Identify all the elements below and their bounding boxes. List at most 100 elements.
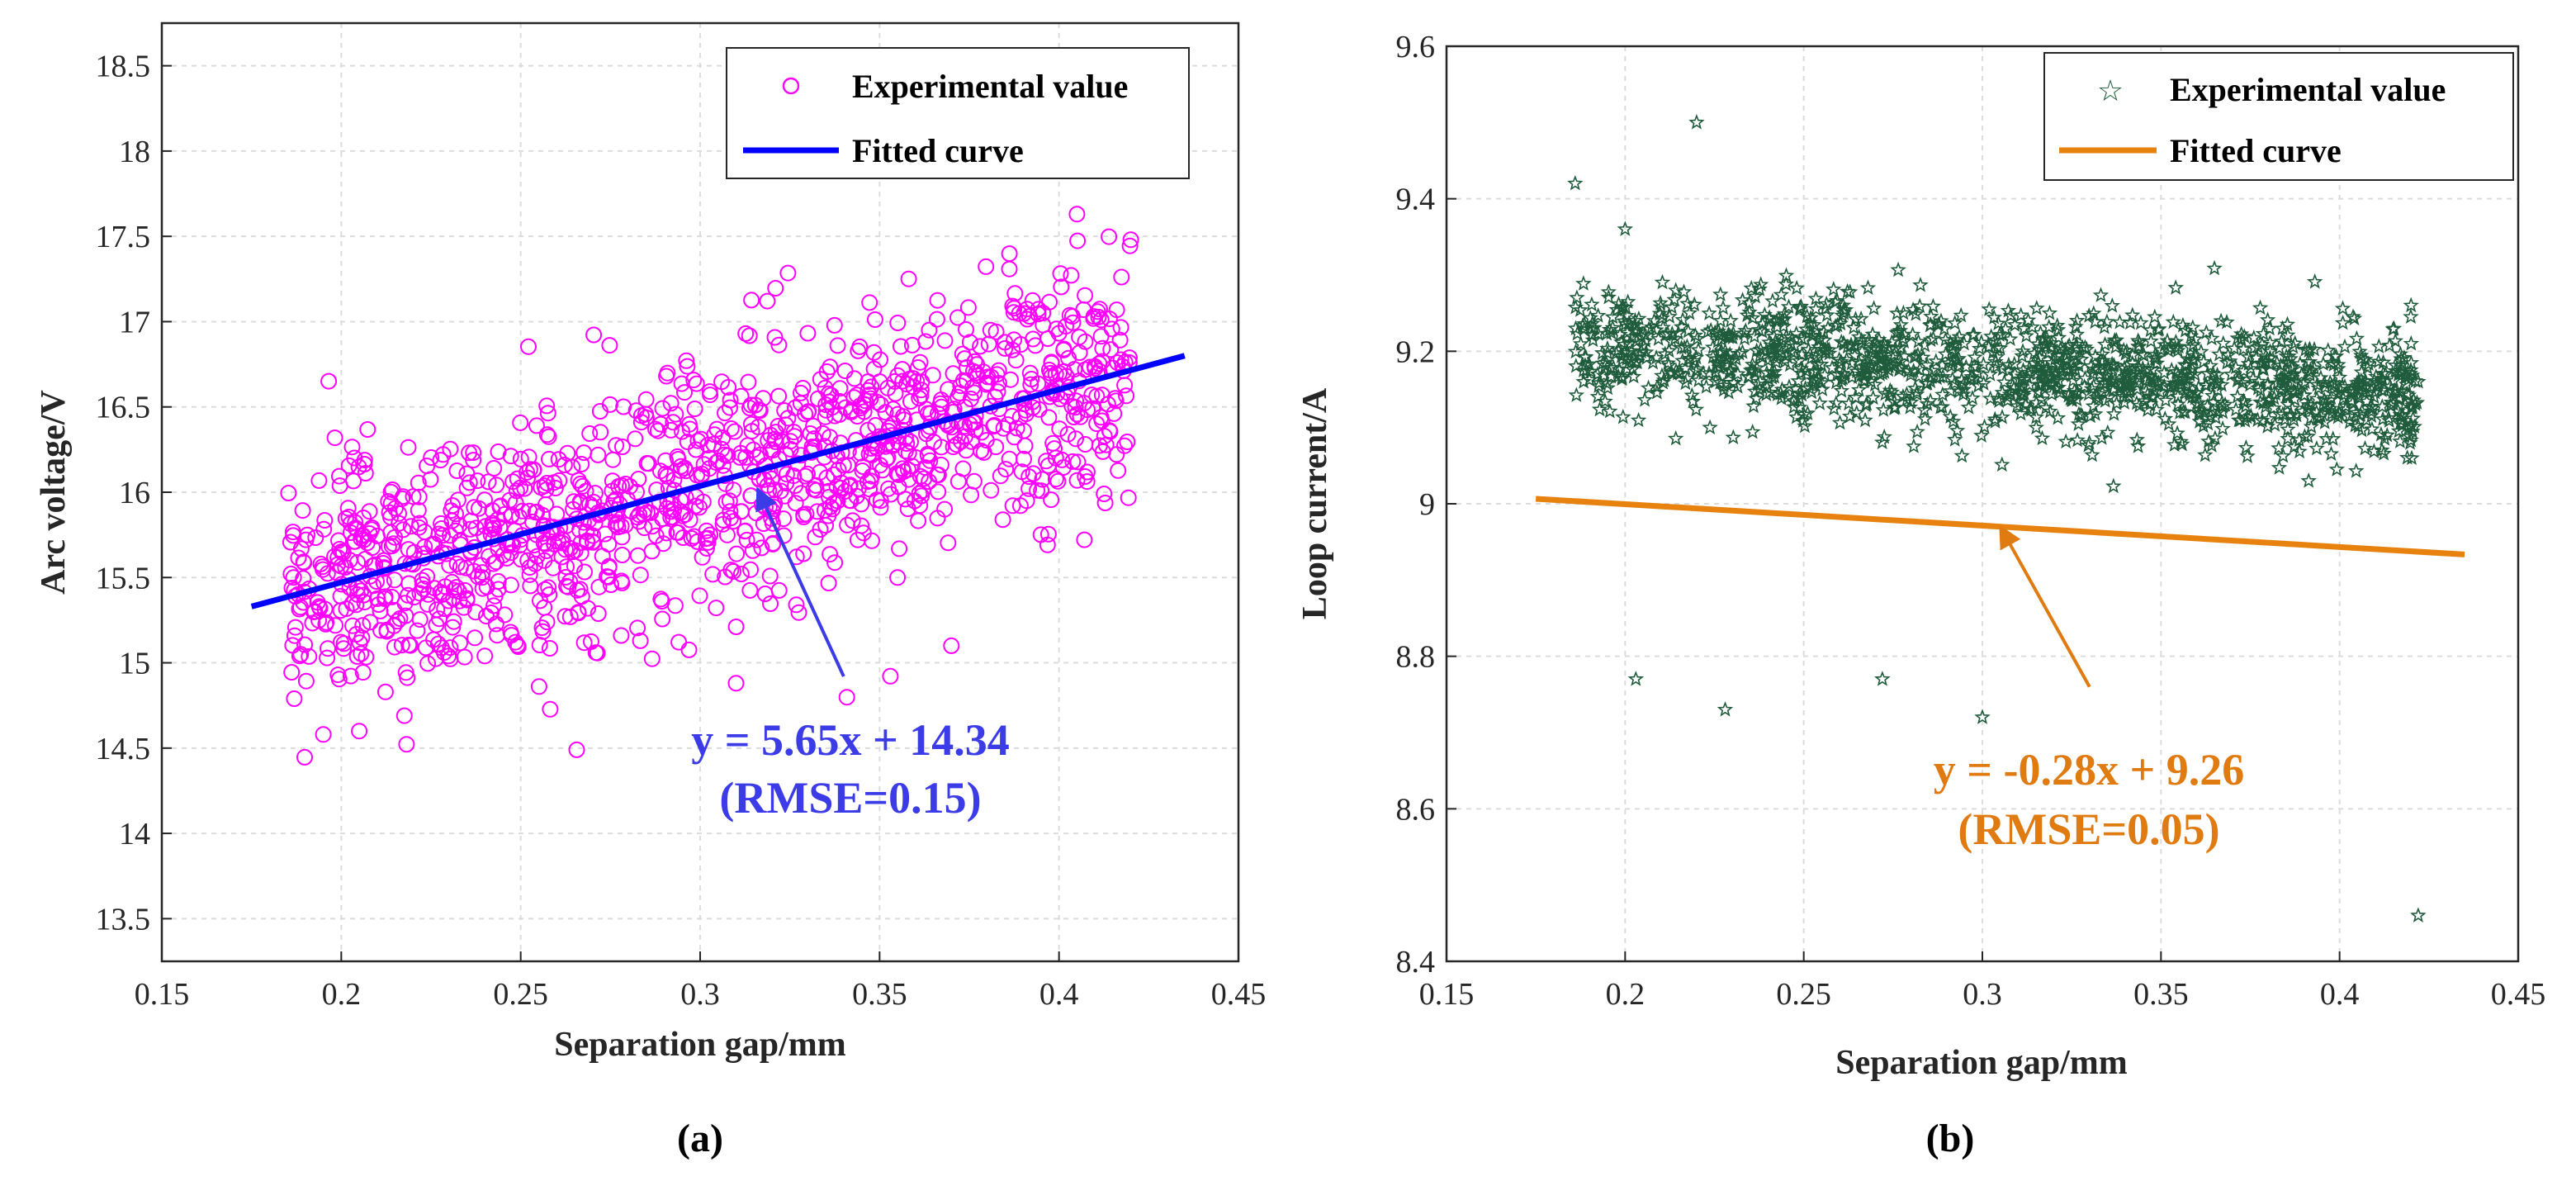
data-point <box>670 451 687 467</box>
data-point <box>1736 330 1753 346</box>
data-point <box>807 529 824 546</box>
data-point <box>299 526 316 543</box>
data-point <box>559 444 576 462</box>
data-point <box>1950 382 1968 399</box>
data-point <box>694 493 712 510</box>
data-point <box>561 539 579 557</box>
data-point <box>2107 339 2124 354</box>
data-point <box>1572 335 1589 351</box>
data-point <box>411 585 429 602</box>
data-point <box>2148 349 2166 366</box>
data-point <box>1575 275 1592 291</box>
data-point <box>285 569 302 586</box>
data-point <box>805 430 822 448</box>
data-point <box>375 574 392 591</box>
data-point <box>1875 401 1892 417</box>
data-point <box>983 481 1000 499</box>
data-point <box>1065 409 1082 425</box>
data-point <box>658 524 675 542</box>
data-point <box>575 634 593 652</box>
data-point <box>1811 339 1827 354</box>
data-point <box>884 401 902 418</box>
data-point <box>280 485 297 501</box>
data-point <box>1006 331 1023 349</box>
data-point <box>2043 386 2060 401</box>
data-point <box>897 491 914 508</box>
data-point <box>1780 298 1797 314</box>
data-point <box>550 451 567 468</box>
data-point <box>1020 480 1038 497</box>
data-point <box>930 483 947 500</box>
data-point <box>2168 363 2185 379</box>
legend-entry-experimental: Experimental value <box>852 68 1128 105</box>
data-point <box>965 472 983 490</box>
data-point <box>1586 319 1603 335</box>
data-point <box>2403 308 2419 325</box>
data-point <box>600 536 618 553</box>
data-point <box>1934 398 1951 414</box>
data-point <box>689 467 706 484</box>
data-point <box>315 726 332 743</box>
data-point <box>2151 320 2167 336</box>
data-point <box>317 615 334 633</box>
data-point <box>651 462 669 480</box>
data-point <box>1617 221 1633 236</box>
data-point <box>1068 206 1086 223</box>
data-point <box>1051 420 1068 438</box>
data-point <box>604 472 621 490</box>
data-point <box>1886 346 1903 362</box>
data-point <box>741 581 759 599</box>
data-point <box>391 610 409 627</box>
data-point <box>587 644 604 662</box>
y-axis-label: Arc voltage/V <box>35 390 73 595</box>
data-point <box>1782 329 1799 344</box>
data-point <box>359 421 376 438</box>
data-point <box>1092 311 1110 329</box>
x-tick-label: 0.15 <box>135 977 190 1012</box>
data-point <box>2068 339 2085 355</box>
data-point <box>590 605 607 622</box>
data-point <box>1591 401 1608 417</box>
data-point <box>785 467 803 485</box>
data-point <box>2235 362 2252 378</box>
data-point <box>2283 406 2299 423</box>
data-point <box>936 332 954 349</box>
data-point <box>1096 495 1114 511</box>
data-point <box>809 390 826 407</box>
data-point <box>1766 363 1783 379</box>
data-point <box>1766 339 1783 354</box>
data-point <box>1811 330 1829 346</box>
data-point <box>2345 308 2361 324</box>
data-point <box>370 596 387 613</box>
data-point <box>1661 308 1678 324</box>
data-point <box>627 430 644 448</box>
data-point <box>936 500 954 518</box>
data-point <box>409 622 426 639</box>
data-point <box>573 588 590 605</box>
legend: Experimental value Fitted curve <box>726 47 1190 179</box>
data-point <box>1802 345 1819 362</box>
data-point <box>1879 339 1896 354</box>
data-point <box>329 549 347 567</box>
data-point <box>1807 372 1825 388</box>
data-point <box>1025 330 1042 348</box>
data-point <box>2392 345 2409 362</box>
data-point <box>2147 346 2164 362</box>
data-point <box>2286 334 2304 351</box>
data-point <box>1752 372 1769 389</box>
data-point <box>2398 368 2414 385</box>
data-point <box>2060 363 2077 379</box>
data-point <box>1993 456 2010 472</box>
data-point <box>2139 386 2156 401</box>
data-point <box>2124 306 2141 323</box>
data-point <box>592 424 609 441</box>
data-point <box>665 414 682 431</box>
data-point <box>1030 301 1047 318</box>
data-point <box>570 472 587 489</box>
data-point <box>1874 671 1891 686</box>
data-point <box>1743 279 1759 296</box>
data-point <box>467 604 484 621</box>
data-point <box>2330 356 2346 372</box>
data-point <box>1996 373 2013 390</box>
data-point <box>2286 391 2304 407</box>
